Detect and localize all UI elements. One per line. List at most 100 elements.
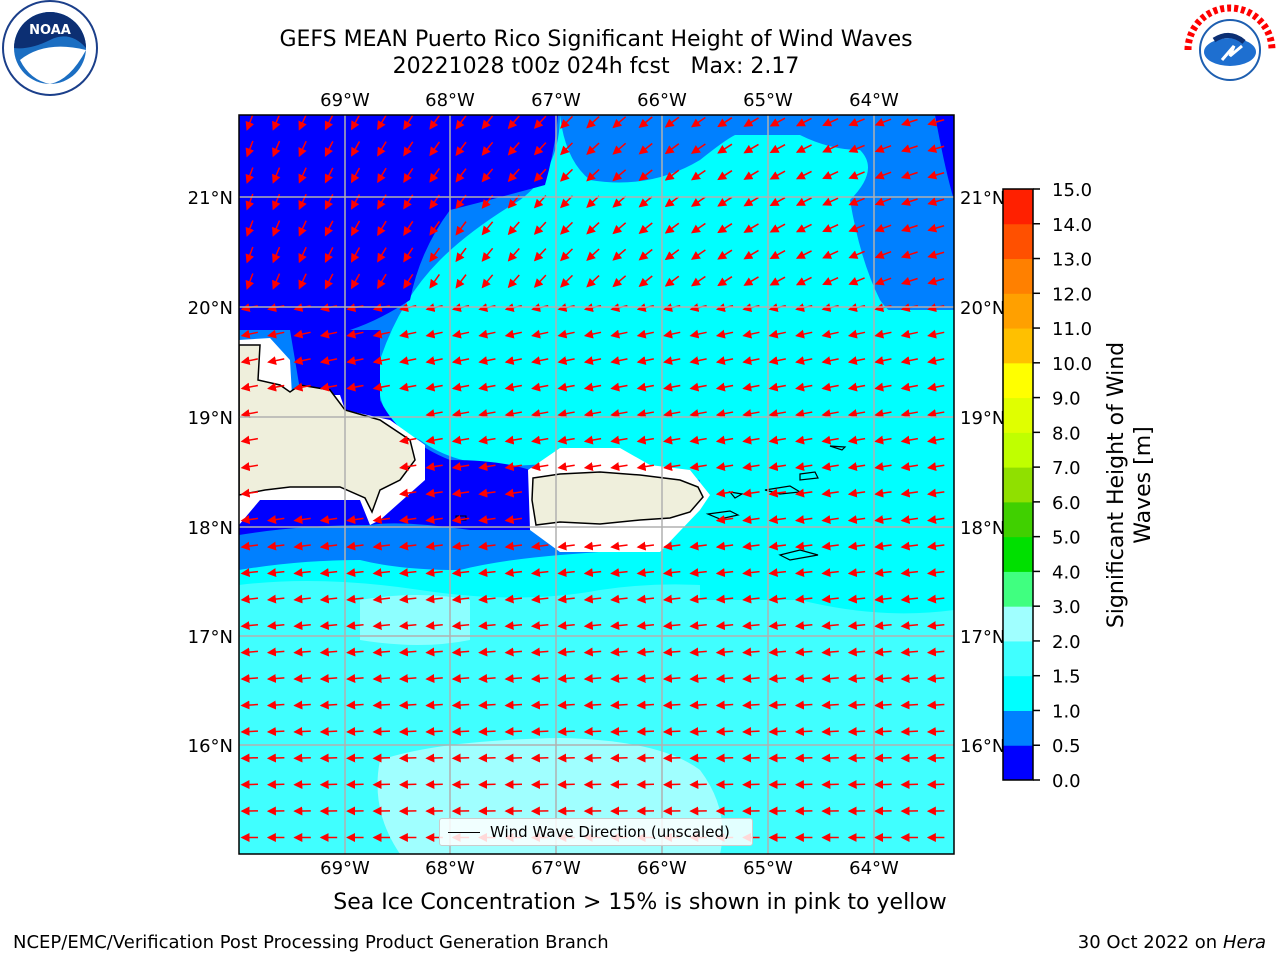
colorbar-tick-label: 8.0 — [1052, 423, 1081, 444]
wave-direction-arrow — [451, 753, 470, 763]
wave-direction-arrow — [403, 141, 414, 157]
wave-direction-arrow — [398, 727, 417, 737]
wave-direction-arrow — [689, 647, 707, 657]
wave-direction-arrow — [293, 541, 311, 551]
wave-direction-arrow — [399, 462, 417, 472]
wave-direction-arrow — [689, 568, 707, 578]
wave-direction-arrow — [769, 276, 786, 286]
wave-direction-arrow — [266, 753, 285, 763]
wave-direction-arrow — [638, 195, 653, 208]
wave-direction-arrow — [610, 568, 628, 578]
wave-direction-arrow — [821, 621, 839, 631]
wave-direction-arrow — [636, 409, 655, 419]
wave-direction-arrow — [900, 117, 918, 127]
lon-label-top: 65°W — [743, 90, 793, 111]
wave-direction-arrow — [821, 488, 839, 498]
wave-direction-arrow — [743, 170, 759, 180]
wave-direction-arrow — [346, 674, 364, 684]
wave-direction-arrow — [451, 674, 470, 684]
wave-direction-arrow — [926, 594, 945, 604]
colorbar-tick-label: 12.0 — [1052, 284, 1092, 305]
wave-direction-arrow — [636, 647, 655, 657]
colorbar-segment — [1003, 606, 1033, 642]
wave-direction-arrow — [425, 382, 443, 392]
colorbar-segment — [1003, 397, 1033, 433]
wave-direction-arrow — [638, 116, 653, 128]
wave-direction-arrow — [504, 462, 523, 472]
wave-direction-arrow — [794, 594, 813, 604]
wave-direction-arrow — [612, 275, 627, 288]
wave-direction-arrow — [530, 753, 549, 763]
wave-direction-arrow — [324, 220, 334, 237]
wave-direction-arrow — [848, 250, 865, 259]
wave-direction-arrow — [293, 356, 311, 366]
wave-direction-arrow — [768, 409, 787, 419]
wave-direction-arrow — [769, 117, 786, 127]
wave-direction-arrow — [768, 488, 787, 498]
wave-direction-arrow — [795, 117, 812, 127]
wave-direction-arrow — [557, 409, 575, 419]
wave-direction-arrow — [293, 753, 311, 763]
wave-direction-arrow — [927, 197, 945, 206]
wave-direction-arrow — [794, 727, 813, 737]
wave-direction-arrow — [346, 541, 364, 551]
wave-direction-arrow — [610, 435, 628, 445]
wave-direction-arrow — [874, 382, 892, 392]
colorbar-tick-label: 0.5 — [1052, 736, 1081, 757]
wave-direction-arrow — [926, 727, 945, 737]
wave-direction-arrow — [636, 356, 654, 366]
wave-direction-arrow — [664, 222, 680, 234]
wave-direction-arrow — [398, 515, 417, 525]
wave-direction-arrow — [557, 382, 575, 392]
colorbar-segment — [1003, 189, 1033, 225]
wave-direction-arrow — [530, 674, 549, 684]
wave-direction-arrow — [927, 382, 945, 392]
wave-direction-arrow — [451, 488, 470, 498]
wave-direction-arrow — [743, 196, 759, 207]
wave-direction-arrow — [822, 171, 839, 180]
lat-label-right: 17°N — [960, 627, 1005, 648]
wave-direction-arrow — [377, 167, 387, 184]
wave-direction-arrow — [768, 674, 787, 684]
wave-direction-arrow — [478, 488, 496, 498]
wave-direction-arrow — [717, 223, 733, 234]
lon-label-bottom: 67°W — [531, 858, 581, 879]
wave-direction-arrow — [664, 169, 680, 181]
wave-direction-arrow — [847, 674, 866, 684]
wave-direction-arrow — [398, 594, 417, 604]
wave-direction-arrow — [293, 594, 311, 604]
wave-direction-arrow — [821, 753, 839, 763]
lon-label-top: 64°W — [849, 90, 899, 111]
wave-direction-arrow — [346, 621, 364, 631]
wave-direction-arrow — [610, 621, 628, 631]
wave-direction-arrow — [346, 753, 364, 763]
wave-direction-arrow — [795, 356, 813, 366]
wave-direction-arrow — [583, 435, 602, 445]
wave-direction-arrow — [822, 197, 839, 206]
colorbar-title-line1: Significant Height of Wind — [1104, 342, 1129, 628]
colorbar-segment — [1003, 328, 1033, 364]
wave-direction-arrow — [272, 220, 281, 237]
wave-direction-arrow — [768, 727, 787, 737]
wave-direction-arrow — [377, 247, 387, 263]
wave-direction-arrow — [372, 753, 391, 763]
wave-direction-arrow — [927, 144, 945, 153]
wave-direction-arrow — [478, 727, 496, 737]
wave-direction-arrow — [240, 647, 259, 657]
wave-direction-arrow — [266, 621, 285, 631]
wave-direction-arrow — [293, 568, 311, 578]
wave-direction-arrow — [794, 674, 813, 684]
wave-direction-arrow — [612, 142, 627, 155]
wave-direction-arrow — [715, 674, 734, 684]
wave-direction-arrow — [429, 115, 441, 130]
colorbar-tick-label: 10.0 — [1052, 354, 1092, 375]
wave-direction-arrow — [533, 274, 547, 288]
wave-direction-arrow — [638, 248, 653, 261]
wave-zone-0p0-ne — [935, 115, 954, 200]
wave-direction-arrow — [689, 594, 707, 604]
wave-direction-arrow — [821, 329, 839, 339]
lat-labels-left: 21°N 20°N 19°N 18°N 17°N 16°N — [188, 188, 233, 757]
wave-direction-arrow — [927, 223, 945, 233]
colorbar — [1003, 189, 1033, 781]
colorbar-segment — [1003, 745, 1033, 781]
